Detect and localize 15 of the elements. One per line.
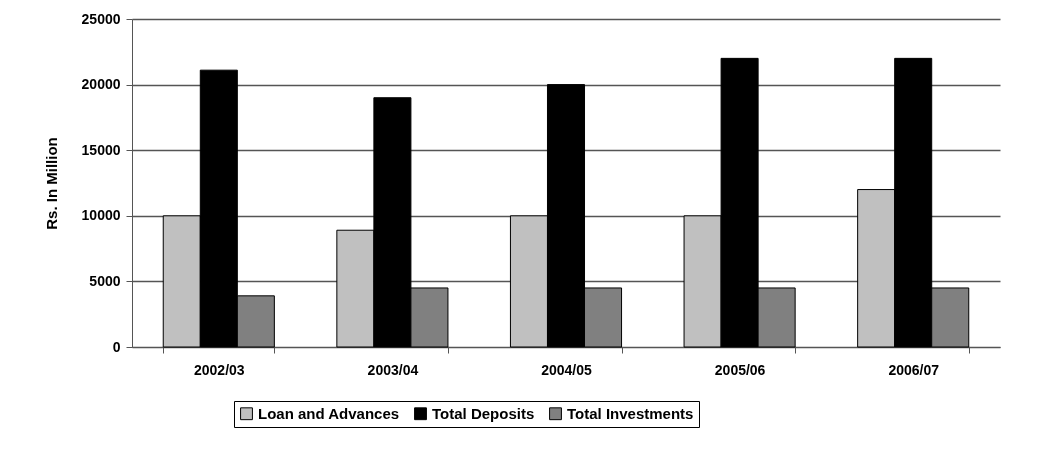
y-tick-label: 25000 xyxy=(81,10,121,27)
y-tick-label: 0 xyxy=(112,338,121,355)
legend-label: Total Deposits xyxy=(432,404,535,422)
x-tick-label: 2005/06 xyxy=(714,361,766,378)
y-tick-label: 15000 xyxy=(81,141,121,158)
x-tick-label: 2002/03 xyxy=(194,361,245,378)
legend-label: Loan and Advances xyxy=(258,404,400,422)
x-tick-label: 2006/07 xyxy=(888,361,940,378)
legend-label: Total Investments xyxy=(567,404,694,422)
y-tick-label: 20000 xyxy=(81,76,121,93)
x-tick-label: 2003/04 xyxy=(367,361,419,378)
y-tick-label: 5000 xyxy=(89,272,121,289)
y-axis-title: Rs. In Million xyxy=(42,137,60,230)
y-tick-label: 10000 xyxy=(81,207,121,224)
x-tick-label: 2004/05 xyxy=(541,361,593,378)
